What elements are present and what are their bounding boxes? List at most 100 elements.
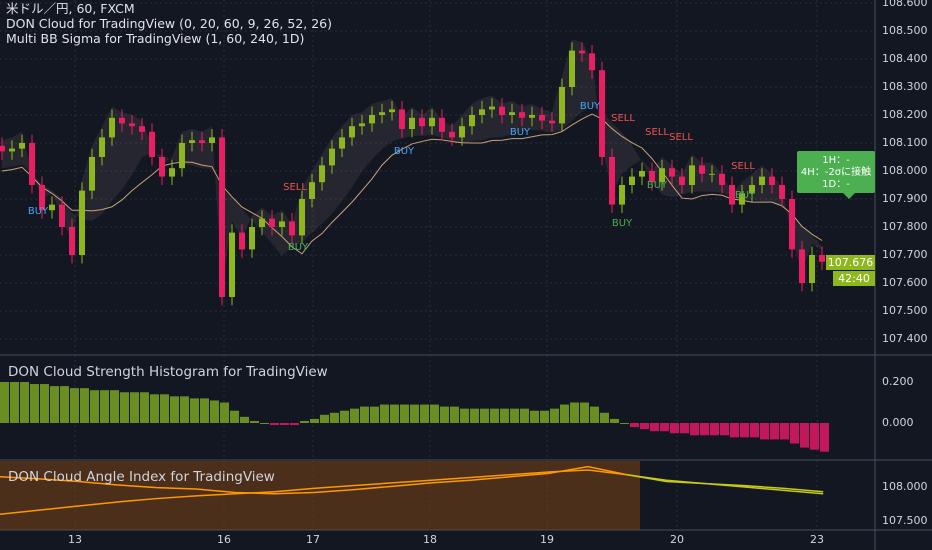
histogram-bar [70, 388, 79, 423]
candle-body [599, 70, 605, 157]
histogram-bar [30, 384, 39, 423]
tooltip-1h: 1H：- [822, 155, 850, 166]
histogram-bar [690, 423, 699, 436]
candle-body [729, 185, 735, 205]
candle-body [199, 140, 205, 143]
histogram-bar [310, 418, 319, 423]
histogram-bar [630, 423, 639, 428]
candle-body [509, 112, 515, 115]
histogram-bar [420, 404, 429, 423]
histogram-bar [210, 400, 219, 423]
angle-line-1 [0, 469, 628, 515]
price-axis-label: 108.600 [882, 0, 928, 9]
candle-body [649, 171, 655, 183]
candle-body [179, 143, 185, 169]
buy-signal: BUY [734, 190, 756, 201]
histogram-bar [560, 404, 569, 423]
candle-body [579, 50, 585, 54]
candle-body [329, 148, 335, 166]
sell-signal: SELL [731, 161, 755, 172]
legend: 米ドル／円, 60, FXCM DON Cloud for TradingVie… [6, 1, 332, 46]
histogram-axis-label: 0.000 [882, 416, 914, 429]
histogram-bar [700, 423, 709, 436]
histogram-bar [810, 423, 819, 450]
price-axis-label: 108.500 [882, 24, 928, 37]
histogram-bar [60, 386, 69, 423]
histogram-bar [400, 404, 409, 423]
angle-axis-label: 107.500 [882, 514, 928, 527]
price-axis-label: 107.900 [882, 192, 928, 205]
candle-body [609, 157, 615, 205]
time-axis-label: 19 [540, 533, 554, 546]
candle-body [709, 173, 715, 175]
candle-body [159, 157, 165, 177]
histogram-bar [740, 423, 749, 438]
histogram-bar [140, 392, 149, 423]
indicator-multi-bb[interactable]: Multi BB Sigma for TradingView (1, 60, 2… [6, 31, 305, 46]
histogram-bar [760, 423, 769, 440]
candle-body [819, 255, 825, 262]
candle-body [59, 204, 65, 227]
candle-body [769, 176, 775, 185]
time-axis-label: 17 [306, 533, 320, 546]
buy-signal: BUY [509, 127, 531, 138]
histogram-bar [280, 423, 289, 426]
histogram-bar [640, 423, 649, 430]
histogram-bar [650, 423, 659, 432]
histogram-bar [430, 404, 439, 423]
candle-body [749, 185, 755, 194]
candle-body [559, 87, 565, 124]
histogram-bar [80, 388, 89, 423]
histogram-bar [550, 408, 559, 423]
tooltip-1d: 1D：- [822, 179, 850, 190]
histogram-bar [40, 384, 49, 423]
candle-body [659, 168, 665, 183]
histogram-bar [390, 404, 399, 423]
candle-body [349, 126, 355, 138]
candle-body [189, 140, 195, 143]
symbol-label[interactable]: 米ドル／円, 60, FXCM [6, 1, 135, 16]
angle-index-title[interactable]: DON Cloud Angle Index for TradingView [8, 469, 275, 485]
candle-body [219, 137, 225, 297]
candle-body [469, 115, 475, 127]
histogram-bar [720, 423, 729, 436]
histogram-bar [90, 390, 99, 423]
buy-signal: BUY [611, 218, 633, 229]
candle-body [689, 165, 695, 185]
candle-body [719, 173, 725, 185]
histogram-axis-label: 0.200 [882, 375, 914, 388]
price-axis-label: 108.400 [882, 52, 928, 65]
candle-body [499, 106, 505, 115]
candle-body [699, 165, 705, 174]
histogram-bar [370, 406, 379, 423]
sell-signal: SELL [611, 113, 635, 124]
candle-body [439, 117, 445, 132]
candle-body [229, 232, 235, 297]
indicator-don-cloud[interactable]: DON Cloud for TradingView (0, 20, 60, 9,… [6, 16, 332, 31]
candle-body [679, 176, 685, 185]
histogram-bar [460, 408, 469, 423]
candle-body [269, 218, 275, 227]
histogram-bar [250, 420, 259, 423]
histogram-bar [20, 382, 29, 423]
candle-body [119, 117, 125, 124]
candle-body [169, 168, 175, 177]
candle-body [549, 120, 555, 124]
candle-body [239, 232, 245, 250]
candle-body [569, 50, 575, 87]
candle-body [279, 221, 285, 227]
candle-body [339, 137, 345, 149]
histogram-bar [10, 382, 19, 423]
sell-signal: SELL [669, 132, 693, 143]
candle-body [9, 148, 15, 152]
histogram-title[interactable]: DON Cloud Strength Histogram for Trading… [8, 364, 328, 380]
histogram-bar [180, 396, 189, 423]
time-axis-label: 13 [68, 533, 82, 546]
candle-body [779, 185, 785, 199]
candle-body [629, 176, 635, 185]
cloud-baseline [1, 113, 823, 255]
histogram-bar [540, 410, 549, 423]
candle-body [39, 185, 45, 211]
price-axis-label: 107.800 [882, 220, 928, 233]
